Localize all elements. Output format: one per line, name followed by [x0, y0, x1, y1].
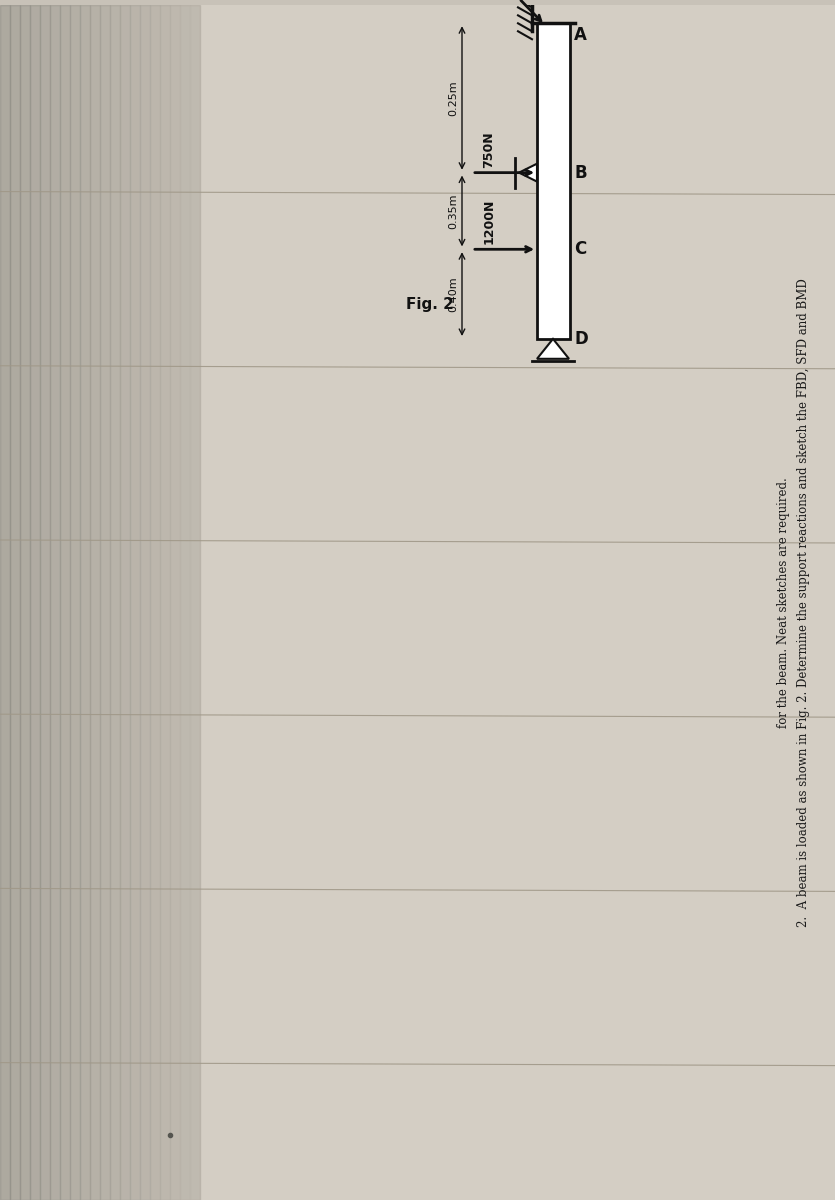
Text: Fig. 2: Fig. 2 [406, 296, 454, 312]
Text: D: D [574, 330, 588, 348]
Text: 1200N: 1200N [483, 199, 495, 245]
Bar [110, 5, 120, 1200]
Text: 0.25m: 0.25m [448, 80, 458, 115]
Bar [120, 5, 130, 1200]
Bar [10, 5, 20, 1200]
Text: 2.  A beam is loaded as shown in Fig. 2. Determine the support reactions and ske: 2. A beam is loaded as shown in Fig. 2. … [797, 278, 810, 928]
Bar [0, 5, 200, 1200]
Text: for the beam. Neat sketches are required.: for the beam. Neat sketches are required… [777, 478, 790, 728]
Bar [150, 5, 160, 1200]
Bar [140, 5, 150, 1200]
Bar [180, 5, 190, 1200]
Text: A: A [574, 26, 587, 44]
Bar [40, 5, 50, 1200]
Text: 750N: 750N [483, 131, 495, 168]
Bar [190, 5, 200, 1200]
Bar [70, 5, 80, 1200]
Bar [80, 5, 90, 1200]
Bar [30, 5, 40, 1200]
Polygon shape [537, 338, 569, 359]
Bar [537, 23, 570, 338]
Bar [170, 5, 180, 1200]
Polygon shape [519, 163, 537, 181]
Text: C: C [574, 240, 586, 258]
Bar [20, 5, 30, 1200]
Bar [130, 5, 140, 1200]
Text: 0.35m: 0.35m [448, 193, 458, 229]
Text: B: B [574, 163, 587, 181]
Text: 0.40m: 0.40m [448, 276, 458, 312]
Bar [60, 5, 70, 1200]
Bar [50, 5, 60, 1200]
Bar [90, 5, 100, 1200]
Bar [100, 5, 110, 1200]
Bar [160, 5, 170, 1200]
Bar [0, 5, 10, 1200]
